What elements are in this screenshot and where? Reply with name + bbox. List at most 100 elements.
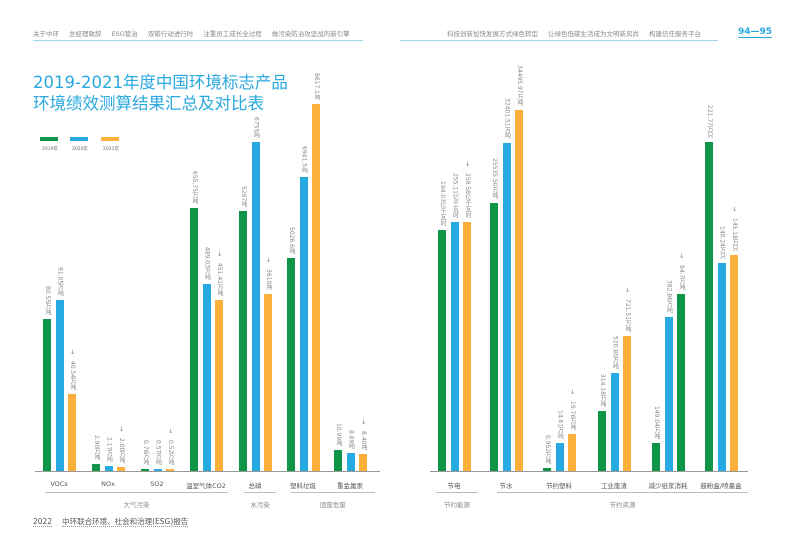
- value-label: 0.952万吨: [544, 435, 551, 465]
- category-label: SO2: [150, 480, 164, 488]
- value-label: 382.86万吨: [665, 280, 673, 313]
- nav-item[interactable]: 构建信任服务平台: [649, 30, 701, 38]
- chart-title-line2: 环境绩效测算结果汇总及对比表: [33, 94, 264, 113]
- value-label: 140.24万只: [718, 226, 726, 259]
- category-label: 鼓粉盒/喷墨盒: [700, 482, 742, 490]
- value-label: 40.54万吨: [69, 361, 76, 391]
- value-label: 149.04万吨: [653, 406, 660, 439]
- footer-report-title: 中环联合环境、社会和治理(ESG)报告: [62, 517, 189, 527]
- decrease-arrow-icon: ↓: [168, 428, 174, 435]
- value-label: 91.05万吨: [56, 267, 64, 297]
- bar-2019年: [334, 450, 342, 471]
- value-label: 8.89吨: [347, 430, 355, 450]
- value-label: 3610吨: [265, 269, 272, 291]
- bar-2019年: [190, 208, 198, 471]
- value-label: 34495.97万吨: [516, 65, 523, 106]
- value-label: 5297吨: [240, 186, 247, 208]
- bar-2021年: [359, 454, 367, 471]
- bar-2019年: [438, 230, 446, 471]
- group-underline: [291, 492, 375, 493]
- nav-item[interactable]: 注重员工成长全过程: [203, 30, 262, 38]
- bar-2019年: [543, 468, 551, 471]
- category-label: 塑料垃圾: [290, 482, 316, 490]
- chart-title: 2019-2021年度中国环境标志产品 环境绩效测算结果汇总及对比表: [33, 72, 288, 114]
- group-underline: [497, 492, 748, 493]
- value-label: 520.80万吨: [611, 336, 619, 369]
- value-label: 6755吨: [252, 117, 260, 139]
- page-number: 94—95: [738, 27, 773, 38]
- bar-2021年: [312, 104, 320, 471]
- value-label: 0.57万吨: [154, 440, 162, 466]
- value-label: 8.40吨: [360, 431, 367, 451]
- value-label: 32401.51万吨: [503, 98, 511, 139]
- value-label: 145.18万只: [731, 218, 738, 251]
- value-label: 655.75万吨: [191, 171, 198, 204]
- value-label: 94.7万吨: [678, 265, 685, 291]
- bar-2020年: [664, 317, 673, 471]
- bar-2020年: [450, 222, 459, 471]
- group-label: 节约资源: [609, 501, 636, 509]
- group-label: 节约能源: [444, 501, 470, 509]
- bar-2020年: [610, 373, 619, 471]
- nav-item[interactable]: ESG管治: [111, 30, 138, 38]
- legend-item: 2020年: [70, 137, 88, 152]
- bar-2020年: [104, 466, 113, 471]
- bar-2019年: [598, 411, 606, 471]
- nav-item[interactable]: 让绿色低碳生活成为文明新风尚: [548, 30, 639, 38]
- value-label: 25535.50万吨: [491, 158, 498, 199]
- nav-item[interactable]: 总经理致辞: [69, 30, 102, 38]
- value-label: 314.18万吨: [599, 374, 606, 407]
- category-label: VOCs: [50, 480, 68, 488]
- bar-2019年: [652, 443, 660, 471]
- value-label: 5026.6吨: [288, 227, 295, 254]
- value-label: 10.99吨: [335, 423, 342, 447]
- bar-2021年: [264, 294, 272, 471]
- value-label: 6941.5吨: [300, 146, 308, 173]
- decrease-arrow-icon: ↓: [361, 419, 367, 426]
- bar-2020年: [251, 142, 260, 471]
- legend-swatch: [70, 137, 88, 141]
- legend-label: 2021年: [103, 147, 119, 152]
- bar-2019年: [490, 203, 498, 471]
- value-label: 14.61万吨: [556, 410, 564, 440]
- header-line-left: [33, 40, 363, 41]
- category-label: 节电: [447, 482, 461, 490]
- bar-2020年: [202, 284, 211, 471]
- nav-item[interactable]: 科技创新加快发展方式绿色转型: [447, 30, 538, 38]
- bar-2019年: [287, 258, 295, 471]
- value-label: 194.03亿千瓦时: [439, 181, 446, 226]
- bar-2019年: [705, 142, 713, 471]
- decrease-arrow-icon: ↓: [217, 251, 223, 258]
- category-label: 节约塑料: [546, 482, 572, 490]
- bar-2020年: [346, 453, 355, 471]
- group-label: 大气污染: [123, 501, 150, 509]
- value-label: 451.41万吨: [216, 263, 223, 296]
- bar-2021年: [515, 110, 523, 471]
- decrease-arrow-icon: ↓: [732, 206, 738, 213]
- bar-2020年: [55, 300, 64, 471]
- bar-2021年: [568, 434, 576, 471]
- chart-title-line1: 2019-2021年度中国环境标志产品: [33, 73, 288, 92]
- decrease-arrow-icon: ↓: [266, 257, 272, 264]
- legend-item: 2019年: [40, 137, 58, 152]
- bar-2021年: [215, 300, 223, 471]
- bar-2021年: [677, 294, 685, 471]
- bar-2021年: [166, 469, 174, 471]
- value-label: 258.58亿千瓦时: [464, 173, 471, 218]
- group-underline: [436, 492, 478, 493]
- category-label: 节水: [499, 482, 513, 490]
- decrease-arrow-icon: ↓: [679, 253, 685, 260]
- bar-2021年: [68, 394, 76, 471]
- category-label: NOx: [101, 480, 115, 488]
- nav-item[interactable]: 做污染防治攻坚战的新引擎: [271, 30, 350, 38]
- category-label: 工业废渣: [601, 482, 627, 490]
- group-underline: [45, 492, 228, 493]
- decrease-arrow-icon: ↓: [465, 161, 471, 168]
- bar-2019年: [239, 211, 247, 471]
- bar-2020年: [555, 443, 564, 471]
- header-nav-right: 科技创新加快发展方式绿色转型 让绿色低碳生活成为文明新风尚 构建信任服务平台: [447, 28, 711, 38]
- nav-item[interactable]: 双碳行动进行时: [147, 30, 194, 38]
- bar-2021年: [117, 467, 125, 471]
- legend-item: 2021年: [101, 137, 119, 152]
- nav-item[interactable]: 关于中环: [33, 30, 59, 38]
